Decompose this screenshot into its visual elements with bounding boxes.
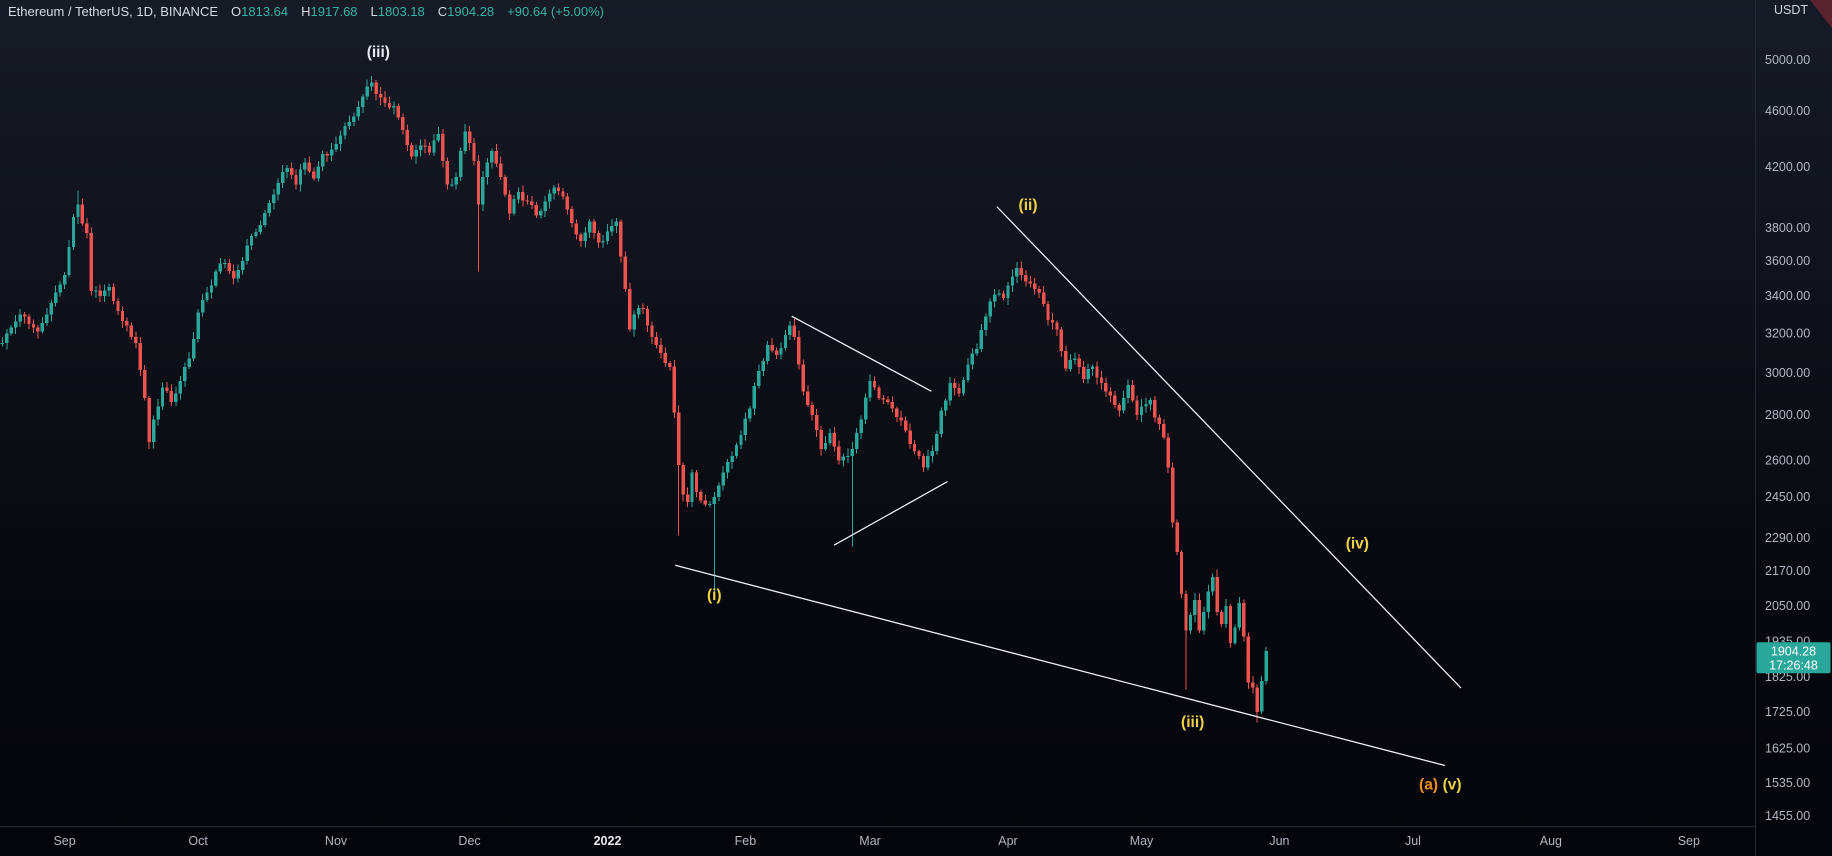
wave-labels-layer: (iii) (ii) (i) (iii) (iv) (a) (v) — [367, 44, 1462, 793]
ohlc-open: O 1813.64 — [231, 4, 289, 19]
price-axis-label: 3200.00 — [1765, 326, 1810, 340]
price-axis-label: 2050.00 — [1765, 599, 1810, 613]
time-axis-label: Nov — [325, 834, 348, 848]
price-change: +90.64 (+5.00%) — [507, 4, 605, 19]
price-axis-label: 1725.00 — [1765, 705, 1810, 719]
time-axis-label: Dec — [458, 834, 480, 848]
symbol-title[interactable]: Ethereum / TetherUS, 1D, BINANCE — [8, 4, 219, 19]
up-candle-wicks — [1, 76, 1267, 715]
price-axis-label: 1825.00 — [1765, 670, 1810, 684]
price-axis-label: 2170.00 — [1765, 564, 1810, 578]
down-candle-wicks — [24, 79, 1258, 723]
wave-label[interactable]: (i) — [707, 587, 722, 604]
wave-label[interactable]: (v) — [1443, 776, 1462, 793]
price-axis-label: 1625.00 — [1765, 741, 1810, 755]
time-axis-label: Jul — [1405, 834, 1421, 848]
trendline-wave-ii-iv-resistance[interactable] — [996, 206, 1462, 689]
current-price-value: 1904.28 — [1771, 645, 1816, 659]
bar-countdown: 17:26:48 — [1769, 659, 1818, 673]
price-axis-label: 1535.00 — [1765, 776, 1810, 790]
up-candle-bodies — [0, 82, 1268, 712]
ohlc-close: C 1904.28 — [437, 4, 495, 19]
axis-currency-label: USDT — [1773, 3, 1809, 17]
price-axis-label: 3000.00 — [1765, 366, 1810, 380]
time-axis-label: Feb — [735, 834, 757, 848]
wave-label[interactable]: (iii) — [1181, 714, 1204, 731]
price-axis[interactable]: 5000.00 4600.00 4200.00 3800.00 3600.00 3400.… — [1765, 53, 1810, 823]
time-axis-label: Sep — [1678, 834, 1700, 848]
price-axis-label: 3800.00 — [1765, 221, 1810, 235]
trendline-wave-i-v-support[interactable] — [674, 564, 1446, 767]
time-axis-label: Oct — [188, 834, 208, 848]
trendline-wedge-lower[interactable] — [833, 481, 948, 546]
price-axis-label: 2450.00 — [1765, 490, 1810, 504]
time-axis-label: Mar — [859, 834, 881, 848]
price-axis-label: 1455.00 — [1765, 809, 1810, 823]
corner-artifact — [1810, 0, 1832, 28]
price-axis-label: 5000.00 — [1765, 53, 1810, 67]
candles-layer — [0, 76, 1268, 723]
price-axis-label: 3600.00 — [1765, 254, 1810, 268]
price-axis-label: 3400.00 — [1765, 289, 1810, 303]
time-axis-label: Jun — [1269, 834, 1289, 848]
time-axis[interactable]: Sep Oct Nov Dec 2022 Feb Mar Apr May Jun Jul Aug Sep — [53, 834, 1700, 848]
price-axis-label: 4600.00 — [1765, 104, 1810, 118]
ohlc-low: L 1803.18 — [370, 4, 425, 19]
time-axis-label: May — [1130, 834, 1154, 848]
time-axis-label: 2022 — [594, 834, 622, 848]
trendlines-layer — [674, 206, 1462, 767]
trendline-wedge-upper[interactable] — [791, 315, 932, 392]
wave-label[interactable]: (iv) — [1346, 536, 1369, 553]
price-axis-label: 2290.00 — [1765, 531, 1810, 545]
time-axis-label: Apr — [998, 834, 1017, 848]
ohlc-high: H 1917.68 — [301, 4, 358, 19]
wave-label[interactable]: (iii) — [367, 44, 390, 61]
price-axis-label: 4200.00 — [1765, 160, 1810, 174]
symbol-legend: Ethereum / TetherUS, 1D, BINANCE O 1813.6… — [8, 4, 604, 19]
price-axis-label: 2800.00 — [1765, 408, 1810, 422]
down-candle-bodies — [22, 82, 1259, 712]
time-axis-label: Aug — [1540, 834, 1562, 848]
price-axis-label: 2600.00 — [1765, 453, 1810, 467]
wave-label[interactable]: (a) — [1419, 776, 1438, 793]
time-axis-label: Sep — [53, 834, 75, 848]
wave-label[interactable]: (ii) — [1019, 197, 1038, 214]
